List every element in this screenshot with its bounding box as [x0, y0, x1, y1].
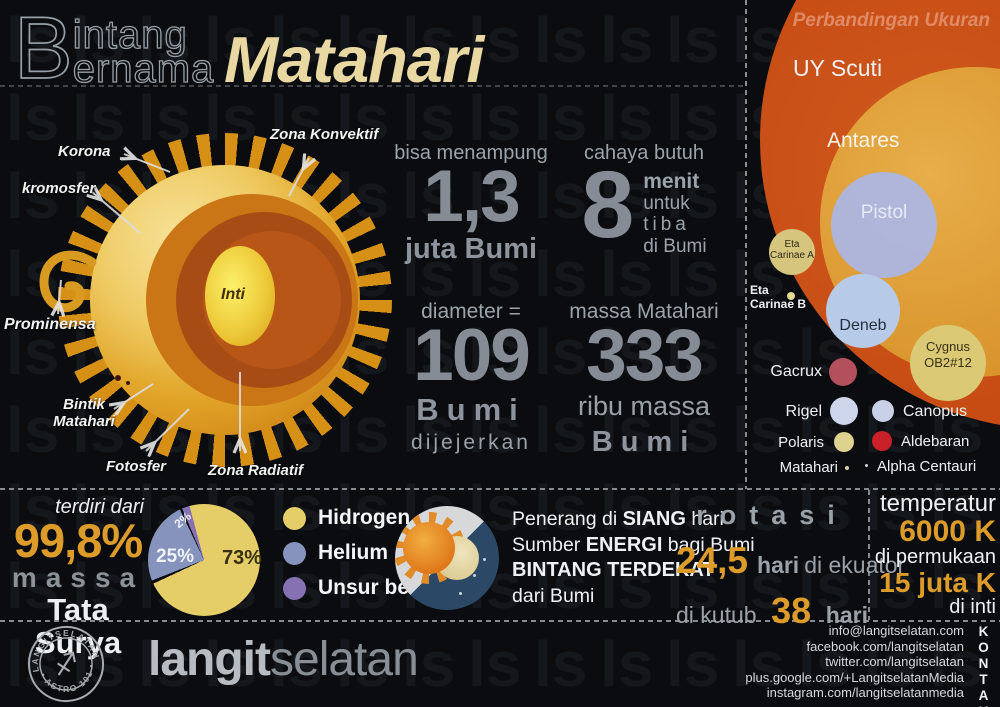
- star-circle-deneb: [826, 274, 900, 348]
- composition-pie-chart: [148, 504, 260, 616]
- label-kromosfer: kromosfer: [22, 180, 96, 197]
- star-circle-canopus: [872, 400, 894, 422]
- star-dot-icon: [473, 574, 476, 577]
- pie-label-25: 25%: [156, 546, 195, 567]
- legend-swatch-helium: [283, 541, 306, 565]
- legend-swatch-hidrogen: [283, 506, 306, 530]
- sagittarius-archer-icon: ♐: [50, 646, 81, 683]
- star-circle-aldebaran: [872, 431, 892, 451]
- rotation-title: rotasi: [696, 500, 848, 530]
- label-arrows: [58, 154, 309, 451]
- langitselatan-stamp-logo: LANGITSELATAN • ASTRO 101 • ♐: [23, 621, 104, 702]
- rotation-block: rotasi 24,5 hari di ekuator di kutub 38 …: [676, 500, 906, 632]
- star-circle-polaris: [834, 432, 854, 452]
- page-title: B intang ernama: [13, 0, 215, 97]
- title-word-1: intang: [72, 13, 188, 57]
- divider-right-panel: [745, 0, 747, 489]
- contact-list: info@langitselatan.com facebook.com/lang…: [745, 623, 964, 701]
- title-main: Matahari: [224, 23, 484, 96]
- star-circle-eta-carinae-a: [769, 229, 815, 275]
- label-polaris: Polaris: [778, 434, 824, 451]
- rotation-equator-row: 24,5 hari di ekuator: [676, 540, 906, 581]
- sun-core: [205, 246, 275, 346]
- pie-label-73: 73%: [222, 547, 263, 569]
- divider-under-title: [0, 85, 745, 87]
- legend-item-helium: Helium: [283, 541, 436, 565]
- legend-swatch-unsur-berat: [283, 576, 306, 600]
- stat-light-value: 8: [581, 152, 635, 258]
- rotation-pole-row: di kutub 38 hari: [676, 590, 868, 631]
- label-rigel: Rigel: [785, 403, 822, 420]
- star-circle-rigel: [830, 397, 858, 425]
- title-words: intang ernama: [72, 13, 215, 91]
- label-inti: Inti: [221, 286, 245, 303]
- label-bintik-matahari: Bintik Matahari: [53, 396, 115, 430]
- label-fotosfer: Fotosfer: [106, 458, 166, 475]
- label-gacrux: Gacrux: [770, 363, 822, 380]
- title-word-2: ernama: [72, 47, 215, 91]
- fact-line-3: BINTANG TERDEKAT: [512, 559, 715, 581]
- label-cygnus-ob2-12: Cygnus OB2#12: [924, 339, 972, 370]
- star-circle-alpha-centauri: [865, 464, 868, 467]
- label-deneb: Deneb: [839, 317, 887, 334]
- stat-mass: massa Matahari 333 ribu massa Bumi: [569, 300, 719, 458]
- sun-icon: [403, 522, 455, 574]
- label-matahari: Matahari: [779, 459, 838, 476]
- label-canopus: Canopus: [903, 403, 968, 420]
- contact-googleplus: plus.google.com/+LangitselatanMedia: [745, 669, 964, 685]
- temperature-block: temperatur 6000 K di permukaan 15 juta K…: [874, 490, 996, 618]
- title-initial: B: [13, 0, 73, 97]
- contact-facebook: facebook.com/langitselatan: [806, 638, 964, 654]
- label-alpha-centauri: Alpha Centauri: [877, 458, 977, 475]
- label-zona-konvektif: Zona Konvektif: [270, 126, 379, 143]
- label-aldebaran: Aldebaran: [901, 433, 970, 450]
- sunspot: [115, 375, 121, 381]
- sunspot: [108, 372, 112, 376]
- stat-light-travel: cahaya butuh 8 menit untuk tiba di Bumi: [581, 142, 707, 258]
- label-eta-carinae-a: Eta Carinae A: [770, 239, 814, 261]
- label-prominensa: Prominensa: [4, 316, 96, 333]
- divider-temperature: [868, 490, 870, 620]
- contact-instagram: instagram.com/langitselatanmedia: [766, 685, 964, 701]
- label-pistol: Pistol: [860, 202, 908, 223]
- label-antares: Antares: [827, 129, 900, 152]
- star-circle-gacrux: [829, 358, 857, 386]
- fact-line-2: Sumber ENERGI bagi Bumi: [512, 533, 755, 556]
- divider-footer: [0, 620, 1000, 622]
- star-circle-eta-carinae-b: [787, 292, 795, 300]
- brand-wordmark: langitselatan: [148, 633, 419, 686]
- star-circle-cygnus-ob2-12: [910, 325, 986, 401]
- prominence-loop: [39, 250, 97, 313]
- contact-email: info@langitselatan.com: [828, 623, 964, 638]
- stat-light-side-text: menit untuk tiba di Bumi: [643, 170, 707, 257]
- kontak-vertical-label: KONTAK: [976, 624, 991, 707]
- label-zona-radiatif: Zona Radiatif: [208, 462, 304, 479]
- stat-capacity: bisa menampung 1,3 juta Bumi: [394, 142, 548, 265]
- sunspot: [126, 381, 130, 385]
- star-circle-matahari: [845, 466, 849, 470]
- sun-cutaway-and-arrows: [39, 100, 358, 500]
- fact-line-4: dari Bumi: [512, 584, 595, 607]
- label-korona: Korona: [58, 143, 111, 160]
- divider-middle: [0, 488, 1000, 490]
- star-dot-icon: [459, 592, 462, 595]
- day-night-icon: [395, 506, 499, 610]
- label-uy-scuti: UY Scuti: [793, 55, 883, 81]
- star-circle-pistol: [831, 172, 937, 278]
- facts-block: Penerang di SIANG hari Sumber ENERGI bag…: [512, 507, 755, 609]
- panel-title: Perbandingan Ukuran: [792, 10, 990, 31]
- label-eta-carinae-b: Eta Carinae B: [750, 283, 807, 311]
- legend-item-hidrogen: Hidrogen: [283, 506, 436, 530]
- star-dot-icon: [483, 558, 486, 561]
- composition-block: terdiri dari 99,8% massa Tata Surya: [11, 496, 145, 660]
- stat-diameter: diameter = 109 Bumi dijejerkan: [411, 300, 531, 454]
- fact-line-1: Penerang di SIANG hari: [512, 508, 724, 530]
- contact-twitter: twitter.com/langitselatan: [825, 654, 964, 670]
